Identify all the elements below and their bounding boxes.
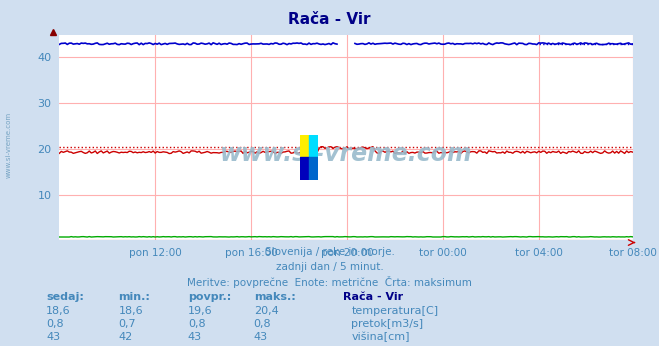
- Text: Rača - Vir: Rača - Vir: [288, 12, 371, 27]
- Text: 42: 42: [119, 332, 133, 342]
- Text: 18,6: 18,6: [46, 306, 71, 316]
- Text: povpr.:: povpr.:: [188, 292, 231, 302]
- Text: www.si-vreme.com: www.si-vreme.com: [219, 142, 473, 166]
- Text: 0,7: 0,7: [119, 319, 136, 329]
- Text: zadnji dan / 5 minut.: zadnji dan / 5 minut.: [275, 262, 384, 272]
- Text: temperatura[C]: temperatura[C]: [351, 306, 438, 316]
- Text: Rača - Vir: Rača - Vir: [343, 292, 403, 302]
- Text: 0,8: 0,8: [46, 319, 64, 329]
- Text: pretok[m3/s]: pretok[m3/s]: [351, 319, 423, 329]
- Text: 43: 43: [188, 332, 202, 342]
- Text: 43: 43: [254, 332, 268, 342]
- Text: Meritve: povprečne  Enote: metrične  Črta: maksimum: Meritve: povprečne Enote: metrične Črta:…: [187, 276, 472, 289]
- Bar: [309, 135, 318, 157]
- Text: 18,6: 18,6: [119, 306, 143, 316]
- Text: 0,8: 0,8: [188, 319, 206, 329]
- Text: 0,8: 0,8: [254, 319, 272, 329]
- Text: www.si-vreme.com: www.si-vreme.com: [5, 112, 12, 179]
- Text: Slovenija / reke in morje.: Slovenija / reke in morje.: [264, 247, 395, 257]
- Bar: [300, 135, 309, 157]
- Text: višina[cm]: višina[cm]: [351, 332, 410, 342]
- Text: 19,6: 19,6: [188, 306, 212, 316]
- Text: 20,4: 20,4: [254, 306, 279, 316]
- Text: sedaj:: sedaj:: [46, 292, 84, 302]
- Bar: [300, 157, 309, 180]
- Text: min.:: min.:: [119, 292, 150, 302]
- Text: 43: 43: [46, 332, 60, 342]
- Text: maks.:: maks.:: [254, 292, 295, 302]
- Bar: [309, 157, 318, 180]
